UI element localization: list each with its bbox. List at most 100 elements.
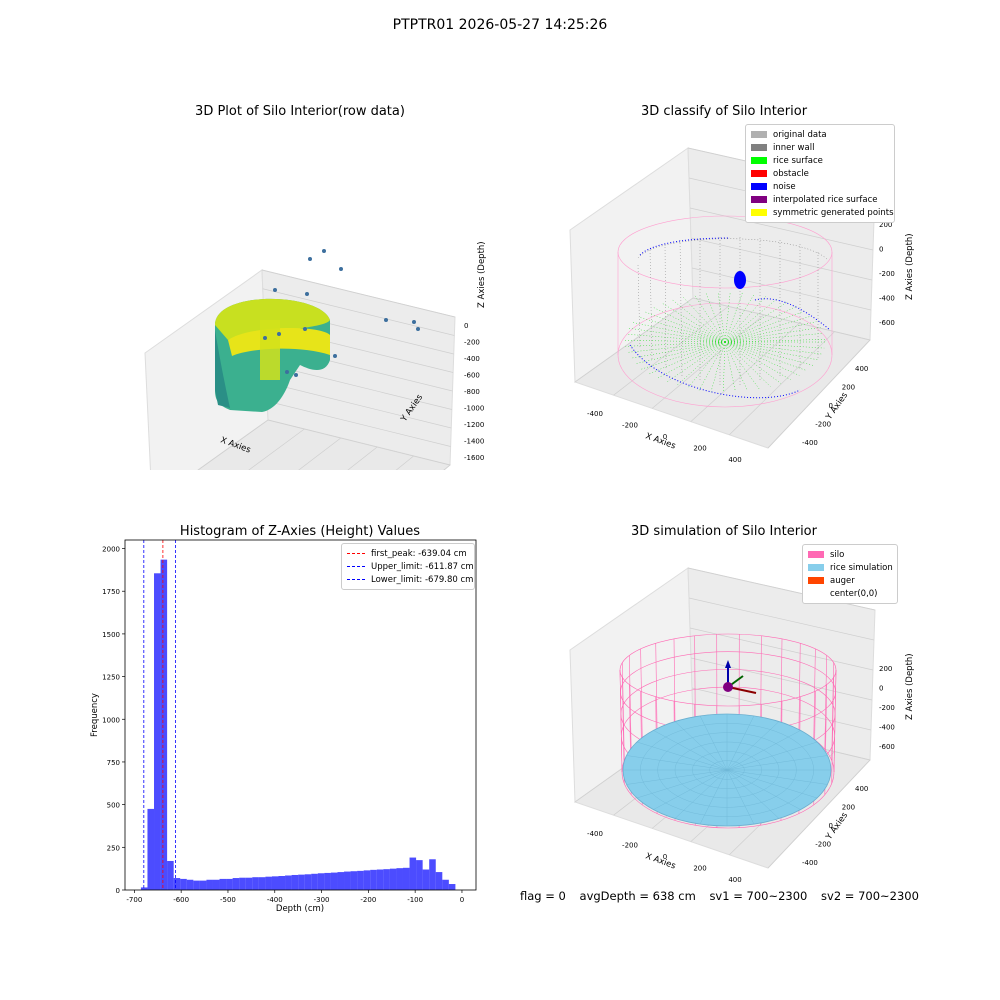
histogram-bar (167, 860, 174, 890)
x-tick-label: -200 (360, 896, 376, 904)
simulation-plot-title: 3D simulation of Silo Interior (631, 524, 817, 539)
y-tick-label: 0 (116, 887, 120, 895)
histogram-bar (291, 874, 299, 890)
histogram-bar (271, 876, 279, 890)
histogram-bar (396, 868, 403, 890)
histogram-bar (337, 872, 345, 890)
tick-label: -200 (464, 339, 480, 347)
simulation-rice-mesh (623, 714, 831, 826)
histogram-bar (212, 879, 220, 890)
simulation-x-label: X Axies (644, 851, 677, 871)
legend-label: Upper_limit: -611.87 cm (371, 561, 474, 572)
outlier-point (263, 336, 267, 340)
histogram-bars (140, 559, 456, 890)
raw-data-cloud (215, 298, 330, 412)
x-tick-label: -500 (220, 896, 236, 904)
tick-label: -1200 (464, 421, 484, 429)
histogram-bar (278, 876, 286, 890)
histogram-bar (265, 876, 272, 890)
x-tick-label: -700 (126, 896, 142, 904)
legend-line (347, 553, 365, 554)
y-tick-label: 1000 (102, 716, 120, 724)
outlier-point (305, 292, 309, 296)
tick-label: -1600 (464, 454, 484, 462)
histogram-title: Histogram of Z-Axies (Height) Values (179, 524, 421, 539)
histogram-bar (304, 874, 312, 890)
raw-pane-left (144, 269, 456, 470)
legend-label: interpolated rice surface (773, 194, 878, 205)
x-tick-label: -600 (173, 896, 189, 904)
figure-title: PTPTR01 2026-05-27 14:25:26 (392, 17, 608, 33)
legend-swatch (808, 551, 824, 558)
histogram-bar (389, 868, 397, 890)
histogram-bar (429, 859, 436, 890)
histogram-bar (226, 878, 233, 890)
outlier-point (303, 327, 307, 331)
classify-legend: original data inner wall rice surface obsta… (745, 124, 895, 223)
status-sv1: sv1 = 700~2300 (709, 889, 808, 903)
legend-swatch (751, 157, 767, 164)
histogram-bar (186, 879, 194, 890)
classify-noise (629, 237, 831, 399)
histogram-bar (173, 878, 181, 890)
tick-label: 0 (879, 246, 883, 254)
tick-label: 400 (728, 456, 741, 464)
simulation-ticks: -400 -200 0 200 400 400 200 0 -200 -400 200 0 -200 -4… (587, 665, 895, 884)
histogram-legend: first_peak: -639.04 cm Upper_limit: -611.… (341, 543, 475, 590)
histogram-bar (383, 869, 390, 890)
tick-label: -600 (464, 372, 480, 380)
tick-label: 200 (879, 665, 892, 673)
legend-label: inner wall (773, 142, 815, 153)
status-sv2: sv2 = 700~2300 (821, 889, 919, 903)
classify-3d-plot: X Axies Y Axies Z Axies (Depth) -400-200… (569, 147, 915, 464)
legend-item: interpolated rice surface (751, 193, 889, 206)
tick-label: 0 (663, 433, 667, 441)
histogram-bar (311, 873, 318, 890)
tick-label: 400 (728, 876, 741, 884)
legend-swatch (751, 131, 767, 138)
tick-label: -200 (815, 421, 831, 429)
tick-label: -400 (464, 355, 480, 363)
histogram-bar (370, 869, 377, 890)
histogram-bar (199, 880, 207, 890)
tick-label: -1400 (464, 438, 484, 446)
classify-z-label: Z Axies (Depth) (905, 233, 915, 300)
outlier-point (273, 288, 277, 292)
tick-label: 0 (464, 322, 468, 330)
tick-label: 200 (879, 221, 892, 229)
legend-swatch (808, 577, 824, 584)
histogram-bar (140, 887, 148, 890)
tick-label: 0 (829, 402, 833, 410)
histogram-bar (402, 867, 410, 890)
histogram-bar (409, 857, 417, 890)
histogram-bar (219, 878, 227, 890)
x-tick-label: -300 (314, 896, 330, 904)
raw-outlier-points (263, 249, 420, 377)
legend-item: rice simulation (808, 561, 893, 574)
legend-label: rice surface (773, 155, 823, 166)
histogram-bar (285, 875, 292, 890)
legend-label: rice simulation (830, 562, 893, 573)
histogram-bar (252, 877, 259, 890)
tick-label: -200 (622, 842, 638, 850)
outlier-point (412, 320, 416, 324)
histogram-bar (180, 878, 187, 890)
tick-label: 200 (842, 384, 855, 392)
histogram-bar (147, 808, 155, 890)
histogram-x-label: Depth (cm) (276, 904, 324, 914)
raw-z-label: Z Axies (Depth) (477, 241, 487, 308)
outlier-point (294, 373, 298, 377)
outlier-point (333, 354, 337, 358)
classify-inner-wall (637, 237, 829, 386)
histogram-bar (206, 879, 213, 890)
simulation-auger (723, 660, 757, 694)
legend-item: rice surface (751, 154, 889, 167)
y-tick-label: 250 (107, 844, 120, 852)
legend-item: silo (808, 548, 892, 561)
histogram-bar (245, 877, 253, 890)
tick-label: -400 (879, 724, 895, 732)
simulation-legend: silo rice simulation auger center(0,0) (802, 544, 898, 604)
histogram-bar (357, 870, 364, 890)
tick-label: 400 (855, 785, 868, 793)
legend-swatch (751, 209, 767, 216)
